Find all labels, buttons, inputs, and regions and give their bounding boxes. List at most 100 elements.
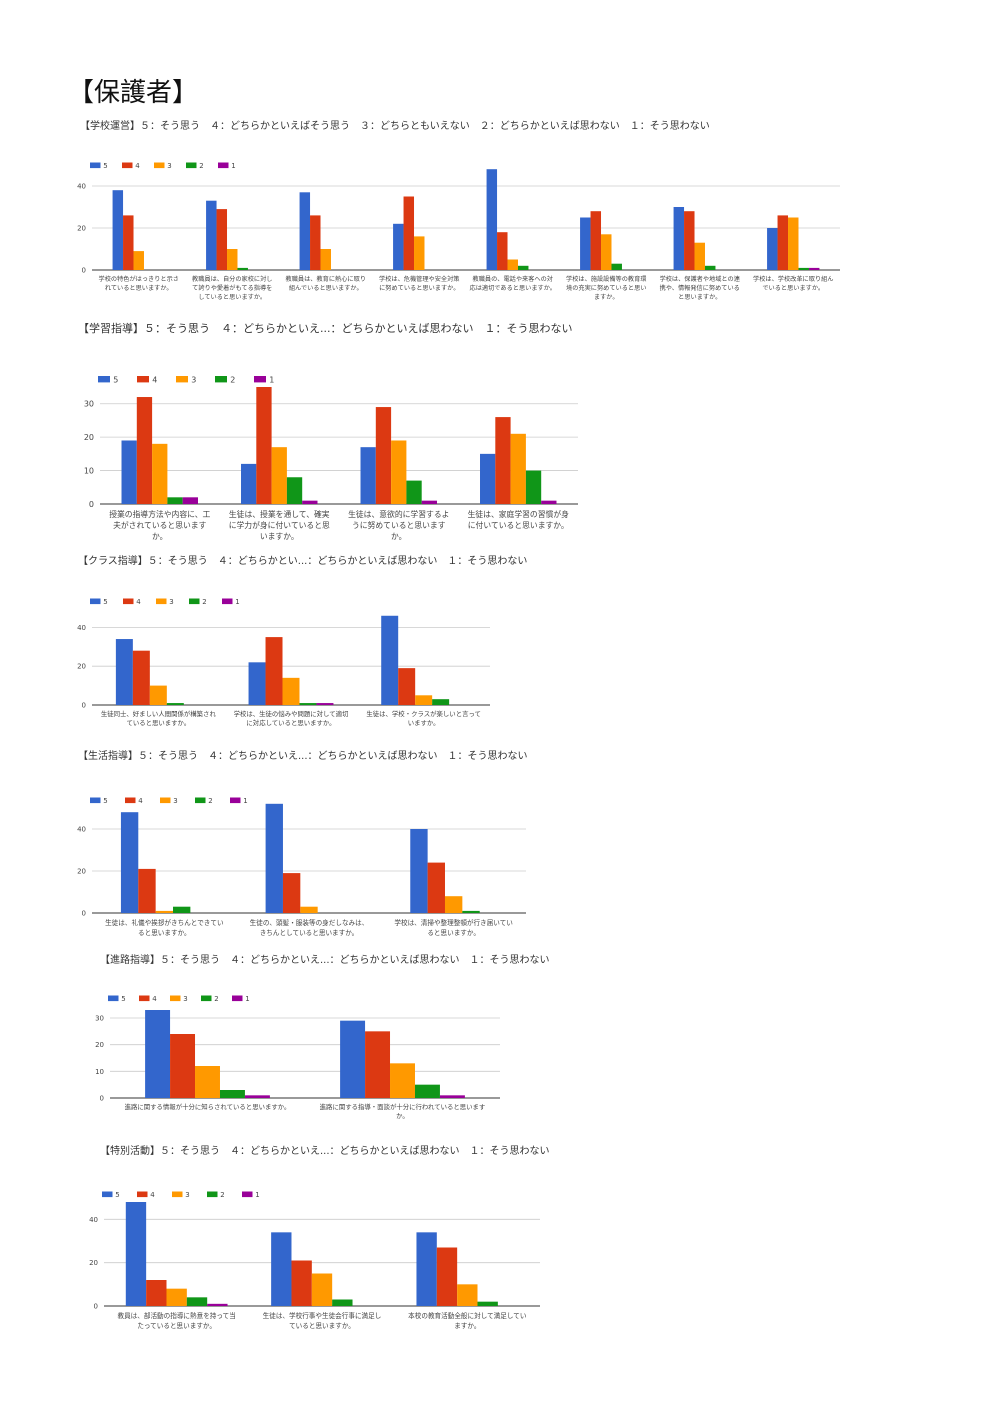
category-label-line: 夫がされていると思います — [113, 520, 207, 530]
chart-title-class-guidance: 【クラス指導】５：そう思う ４：どちらかとい...：どちらかといえば思わない １… — [78, 556, 528, 567]
category-label-line: 境の充実に努めていると思い — [566, 284, 646, 292]
category-label-line: か。 — [391, 532, 406, 541]
y-tick-label: 0 — [82, 266, 86, 274]
legend-label-5: 5 — [103, 598, 107, 606]
legend-label-5: 5 — [115, 1191, 119, 1199]
legend-swatch-2 — [215, 376, 227, 383]
category-label-line: 学校は、保護者や地域との連 — [660, 275, 741, 283]
y-tick-label: 20 — [77, 663, 86, 671]
y-tick-label: 20 — [84, 433, 94, 442]
bar-cat8-series3 — [788, 217, 799, 270]
category-label-line: ますか。 — [594, 294, 619, 301]
y-tick-label: 0 — [89, 500, 94, 509]
category-label-line: ると思いますか。 — [427, 929, 480, 937]
y-tick-label: 30 — [95, 1014, 104, 1022]
category-label-line: か。 — [152, 532, 167, 541]
bar-cat2-series2 — [286, 477, 303, 504]
legend-label-3: 3 — [183, 995, 187, 1003]
bar-cat1-series3 — [195, 1066, 220, 1098]
category-label-line: 授業の指導方法や内容に、工 — [109, 509, 210, 519]
bar-cat1-series1 — [182, 497, 198, 504]
bar-cat1-series2 — [219, 1090, 245, 1098]
y-tick-label: 20 — [77, 224, 86, 232]
bar-cat2-series3 — [271, 447, 287, 504]
legend-swatch-4 — [122, 162, 133, 169]
chart-title-special-activities: 【特別活動】５：そう思う ４：どちらかといえ...：どちらかといえば思わない １… — [100, 1146, 550, 1157]
legend-swatch-1 — [218, 162, 229, 169]
category-label-line: でいると思いますか。 — [762, 285, 824, 292]
bar-cat3-series5 — [381, 615, 399, 705]
bar-cat3-series4 — [436, 1247, 458, 1306]
category-label: 学校は、施設設備等の教育環境の充実に努めていると思いますか。 — [566, 275, 646, 301]
bar-cat1-series4 — [123, 215, 134, 270]
bar-cat2-series5 — [340, 1020, 366, 1098]
bar-cat7-series2 — [704, 265, 716, 270]
category-label-line: うに努めていると思います — [352, 520, 446, 530]
bar-cat4-series5 — [393, 223, 404, 270]
legend-swatch-5 — [90, 797, 101, 804]
category-label: 教職員の、電話や来客への対応は適切であると思いますか。 — [470, 275, 556, 292]
category-label-line: 生徒は、授業を通して、確実 — [229, 509, 330, 519]
category-label-line: していると思いますか。 — [198, 294, 266, 301]
legend-label-1: 1 — [255, 1191, 259, 1199]
category-label-line: ると思いますか。 — [138, 929, 191, 937]
bar-cat6-series5 — [580, 217, 591, 270]
chart-career-guidance: 0 10 20 30 5 4 3 2 1 進路に関する情報が十分に知らされていると思いますか。 進路… — [95, 995, 500, 1120]
legend-swatch-2 — [186, 162, 197, 169]
category-label-line: 進路に関する指導・面談が十分に行われていると思います — [320, 1102, 486, 1111]
legend-swatch-2 — [207, 1191, 218, 1198]
category-label-line: に付いていると思いますか。 — [468, 520, 569, 530]
category-label: 授業の指導方法や内容に、工夫がされていると思いますか。 — [109, 509, 210, 541]
category-label-line: 生徒は、家庭学習の習慣が身 — [468, 509, 570, 519]
bar-cat2-series1 — [316, 703, 334, 705]
category-label-line: て誇りや愛着がもてる指導を — [192, 284, 272, 292]
category-label-line: 学校は、清掃や整理整頓が行き届いてい — [394, 918, 513, 927]
y-tick-label: 40 — [89, 1216, 98, 1224]
bar-cat4-series1 — [541, 500, 557, 504]
y-tick-label: 20 — [95, 1041, 104, 1049]
category-label-line: きちんとしていると思いますか。 — [260, 929, 359, 937]
bar-cat2-series5 — [248, 662, 266, 705]
bar-cat1-series5 — [112, 190, 124, 270]
bar-cat2-series3 — [282, 677, 300, 705]
legend-swatch-1 — [232, 995, 243, 1002]
legend-label-1: 1 — [235, 598, 239, 606]
bar-cat2-series1 — [439, 1095, 465, 1098]
bar-cat1-series3 — [166, 1288, 187, 1306]
category-label: 学校の特色がはっきりと示されていると思いますか。 — [99, 275, 179, 292]
bar-cat2-series5 — [271, 1232, 292, 1306]
category-label-line: 学校は、学校改革に取り組ん — [753, 275, 833, 283]
bar-cat6-series2 — [611, 263, 622, 270]
legend-label-4: 4 — [138, 797, 143, 805]
bar-cat1-series3 — [155, 910, 174, 913]
legend-swatch-3 — [156, 598, 167, 605]
category-label-line: に学力が身に付いていると思 — [229, 520, 330, 530]
legend-label-4: 4 — [152, 995, 157, 1003]
legend-label-4: 4 — [150, 1191, 155, 1199]
category-label: 生徒は、学校・クラスが楽しいと言っていますか。 — [366, 709, 481, 727]
category-label-line: 学校は、生徒の悩みや問題に対して適切 — [234, 709, 349, 718]
category-label-line: 生徒同士、好ましい人間関係が構築され — [101, 709, 217, 718]
bar-cat5-series3 — [507, 259, 518, 270]
legend-swatch-4 — [137, 376, 149, 383]
bar-cat3-series5 — [410, 829, 428, 913]
bar-cat2-series3 — [311, 1273, 333, 1306]
category-label: 学校は、危機管理や安全対策に努めていると思いますか。 — [379, 275, 459, 292]
bar-cat8-series1 — [808, 267, 820, 270]
bar-cat8-series2 — [798, 267, 809, 270]
bar-cat4-series4 — [403, 196, 415, 270]
legend-swatch-1 — [222, 598, 233, 605]
bar-cat2-series2 — [414, 1084, 440, 1098]
y-tick-label: 40 — [77, 825, 86, 833]
chart-title-career-guidance: 【進路指導】５：そう思う ４：どちらかといえ...：どちらかといえば思わない １… — [100, 955, 550, 966]
legend-label-2: 2 — [202, 598, 206, 606]
category-label: 生徒は、学校行事や生徒会行事に満足していると思いますか。 — [263, 1311, 382, 1330]
legend-label-5: 5 — [113, 375, 118, 384]
bar-cat2-series3 — [227, 249, 238, 270]
y-tick-label: 40 — [77, 624, 86, 632]
bar-cat4-series5 — [480, 453, 496, 504]
legend-swatch-4 — [125, 797, 136, 804]
